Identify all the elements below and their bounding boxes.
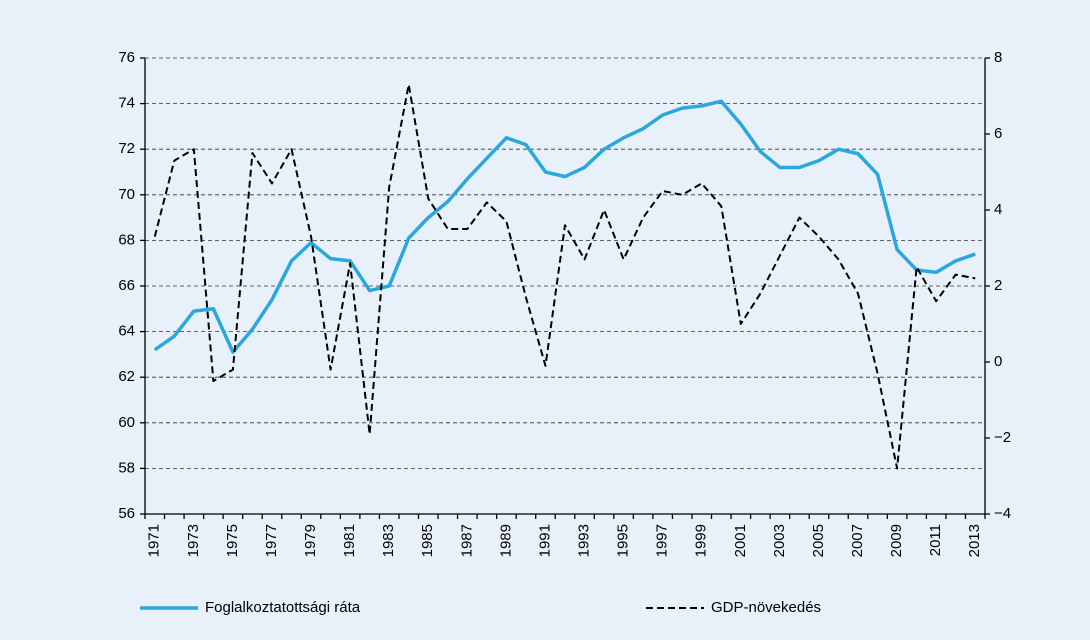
x-tick-label: 2011 (927, 524, 944, 556)
x-tick-label: 1985 (419, 524, 436, 557)
x-tick-label: 1997 (654, 524, 671, 557)
x-tick-label: 1981 (341, 524, 358, 557)
y-tick-label: 62 (118, 368, 135, 385)
x-tick-label: 1995 (615, 524, 632, 557)
x-tick-label: 1989 (497, 524, 514, 557)
y-tick-label: 60 (118, 414, 135, 431)
y2-tick-label: 8 (994, 49, 1002, 66)
y2-tick-label: 6 (994, 125, 1002, 142)
x-tick-label: 2003 (771, 524, 788, 557)
x-tick-label: 2005 (810, 524, 827, 557)
x-tick-label: 1983 (380, 524, 397, 557)
x-tick-label: 1999 (693, 524, 710, 557)
y-tick-label: 70 (118, 186, 135, 203)
x-tick-label: 1971 (146, 524, 163, 557)
y-tick-label: 64 (118, 323, 135, 340)
x-tick-label: 1987 (458, 524, 475, 557)
series-line (153, 83, 976, 470)
x-tick-label: 1979 (302, 524, 319, 557)
y2-tick-label: −2 (994, 429, 1011, 446)
x-tick-label: 2013 (966, 524, 983, 557)
y-tick-label: 68 (118, 231, 135, 248)
x-tick-label: 1975 (224, 524, 241, 557)
x-tick-label: 1993 (576, 524, 593, 557)
y2-tick-label: 4 (994, 201, 1002, 218)
legend-label: Foglalkoztatottsági ráta (205, 599, 361, 616)
x-tick-label: 2001 (732, 524, 749, 557)
y-tick-label: 72 (118, 140, 135, 157)
x-tick-label: 1977 (263, 524, 280, 557)
y-tick-label: 58 (118, 459, 135, 476)
y-tick-label: 74 (118, 95, 135, 112)
y-tick-label: 56 (118, 505, 135, 522)
y-tick-label: 76 (118, 49, 135, 66)
x-tick-label: 1991 (536, 524, 553, 557)
y-tick-label: 66 (118, 277, 135, 294)
legend-label: GDP-növekedés (711, 599, 821, 616)
series-line (153, 99, 976, 354)
y2-tick-label: 0 (994, 353, 1002, 370)
x-tick-label: 2009 (888, 524, 905, 557)
y2-tick-label: 2 (994, 277, 1002, 294)
x-tick-label: 1973 (185, 524, 202, 557)
y2-tick-label: −4 (994, 505, 1011, 522)
x-tick-label: 2007 (849, 524, 866, 557)
